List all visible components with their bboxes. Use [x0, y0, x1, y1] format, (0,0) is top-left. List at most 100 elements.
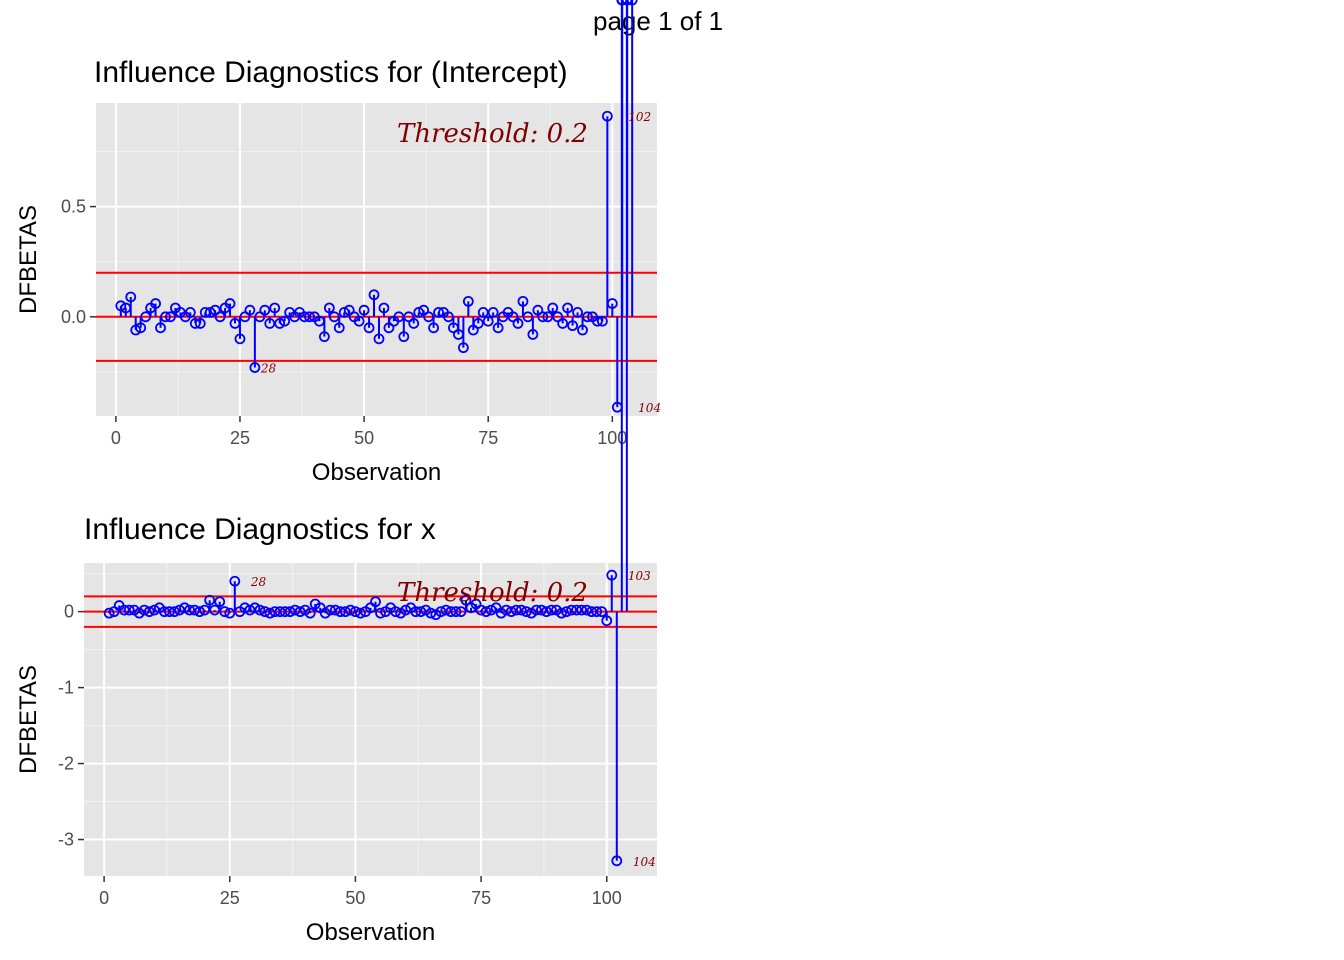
data-point: [621, 0, 633, 6]
data-point: [517, 295, 529, 307]
data-point: [537, 311, 549, 323]
chart-2: Influence Diagnostics for x 0 25 50 75 100 0 -1…: [15, 0, 657, 946]
data-point: [229, 575, 241, 587]
data-point: [586, 606, 598, 618]
x-tick-label: 0: [111, 428, 121, 448]
data-point: [234, 333, 246, 345]
threshold-annotation: Threshold: 0.2: [397, 119, 588, 149]
data-point: [138, 604, 150, 616]
data-point: [334, 606, 346, 618]
data-point: [472, 318, 484, 329]
data-point: [582, 311, 593, 323]
data-point: [279, 315, 291, 327]
data-point: [274, 318, 286, 329]
y-tick-label: 0: [64, 602, 74, 622]
data-point: [164, 606, 175, 618]
y-tick-label: -3: [58, 830, 74, 850]
data-point: [189, 604, 200, 616]
data-point: [103, 607, 115, 619]
data-point: [363, 322, 375, 334]
x-tick-label: 50: [345, 888, 365, 908]
data-point: [353, 315, 365, 327]
data-point: [373, 333, 385, 345]
data-point: [358, 304, 370, 316]
point-label: 28: [250, 575, 267, 589]
y-tick-label: -1: [58, 678, 74, 698]
data-point: [115, 300, 127, 312]
chart-title: Influence Diagnostics for (Intercept): [94, 56, 568, 89]
data-point: [482, 315, 494, 327]
data-point: [475, 604, 487, 616]
data-point: [264, 607, 276, 619]
y-tick-label: 0.0: [61, 307, 86, 327]
point-label: 103: [628, 569, 651, 583]
data-point: [224, 607, 236, 619]
plot-panel: [96, 103, 657, 416]
x-tick-label: 100: [592, 888, 622, 908]
data-point: [527, 329, 539, 340]
point-label: 104: [638, 401, 661, 415]
data-point: [135, 322, 147, 334]
data-point: [500, 604, 512, 616]
data-point: [611, 855, 623, 867]
threshold-annotation: Threshold: 0.2: [397, 578, 588, 608]
data-point: [304, 607, 316, 619]
data-point: [378, 302, 390, 314]
x-axis-title: Observation: [312, 459, 441, 486]
x-tick-label: 25: [220, 888, 240, 908]
data-point: [606, 298, 618, 309]
data-point: [601, 615, 613, 627]
data-point: [125, 291, 137, 303]
data-point: [344, 604, 356, 616]
data-point: [184, 307, 196, 318]
data-point: [179, 602, 190, 614]
data-point: [279, 606, 291, 618]
data-point: [333, 322, 345, 334]
y-tick-label: -2: [58, 754, 74, 774]
data-point: [323, 302, 335, 314]
data-point: [535, 604, 547, 616]
point-label: 102: [628, 110, 651, 124]
data-point: [398, 331, 410, 343]
data-point: [249, 362, 261, 373]
data-point: [547, 302, 559, 314]
data-point: [370, 596, 381, 608]
x-tick-label: 0: [99, 888, 109, 908]
data-point: [556, 607, 567, 619]
data-point: [487, 307, 499, 318]
data-point: [557, 318, 569, 329]
data-point: [572, 307, 583, 318]
data-point: [204, 594, 216, 606]
y-tick-label: 0.5: [61, 197, 86, 217]
data-point: [512, 318, 524, 329]
x-tick-label: 75: [471, 888, 491, 908]
data-point: [259, 304, 271, 316]
data-point: [355, 607, 366, 619]
data-point: [440, 604, 452, 616]
data-point: [130, 324, 142, 336]
point-label: 28: [260, 362, 277, 376]
data-point: [450, 606, 462, 618]
data-point: [264, 318, 276, 329]
data-point: [368, 289, 380, 301]
page-label: page 1 of 1: [593, 6, 724, 36]
data-point: [239, 602, 251, 614]
data-point: [194, 318, 206, 329]
data-point: [160, 311, 171, 323]
data-point: [428, 322, 439, 334]
data-point: [150, 298, 161, 309]
chart-title: Influence Diagnostics for x: [84, 513, 436, 546]
data-point: [581, 604, 593, 616]
chart-1: Influence Diagnostics for (Intercept) 0 25…: [15, 0, 661, 486]
data-point: [616, 0, 628, 6]
data-point: [596, 315, 608, 327]
data-point: [224, 298, 236, 309]
x-tick-label: 50: [354, 428, 374, 448]
data-point: [299, 311, 310, 323]
data-point: [408, 318, 420, 329]
data-point: [445, 606, 457, 618]
data-point: [591, 606, 603, 618]
y-axis-title: DFBETAS: [15, 665, 42, 774]
data-point: [249, 602, 261, 614]
